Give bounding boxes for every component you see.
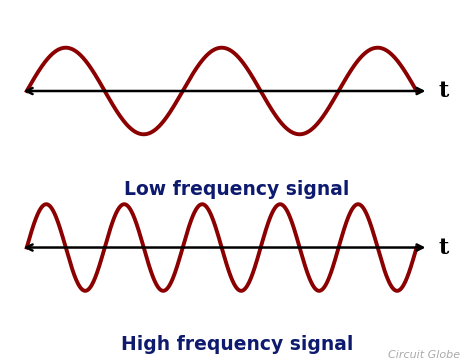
Text: Low frequency signal: Low frequency signal	[124, 180, 350, 199]
Text: t: t	[438, 80, 448, 102]
Text: t: t	[438, 237, 448, 258]
Text: Circuit Globe: Circuit Globe	[388, 351, 460, 360]
Text: High frequency signal: High frequency signal	[121, 335, 353, 354]
